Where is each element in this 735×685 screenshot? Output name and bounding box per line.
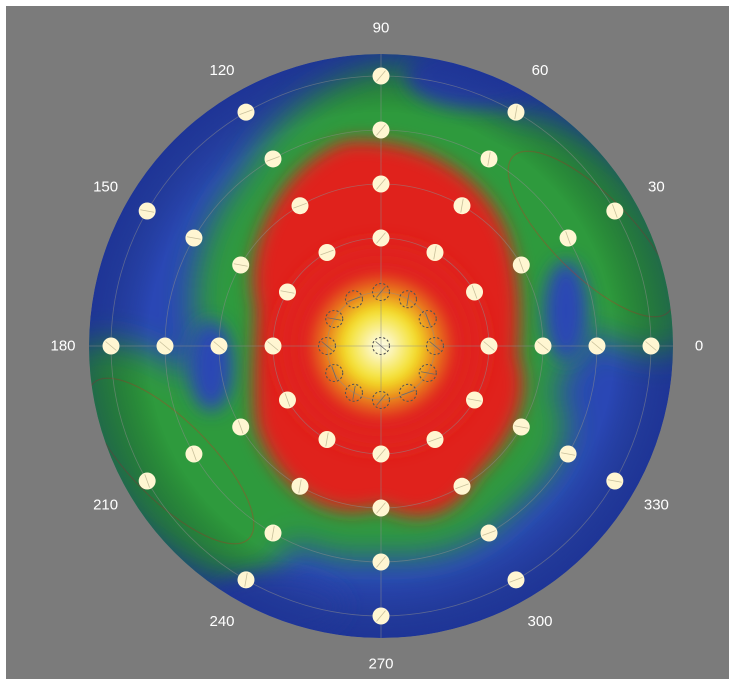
measurement-point	[232, 256, 250, 274]
angle-tick-label-30: 30	[648, 179, 665, 196]
angle-tick-label-90: 90	[373, 20, 390, 37]
measurement-point	[318, 243, 336, 261]
measurement-point	[372, 553, 390, 571]
measurement-point	[371, 336, 391, 356]
measurement-point	[466, 283, 484, 301]
measurement-point	[264, 150, 282, 168]
measurement-point	[480, 337, 498, 355]
measurement-point	[606, 202, 624, 220]
measurement-point	[237, 103, 255, 121]
measurement-point	[588, 337, 606, 355]
angle-tick-label-270: 270	[368, 656, 393, 673]
measurement-point	[344, 290, 364, 309]
measurement-point	[453, 197, 471, 215]
measurement-point	[264, 524, 282, 542]
angle-tick-labels: 0 30 60 90 120 150 180 210 240 270 300 330	[50, 20, 703, 673]
measurement-point	[371, 282, 391, 302]
measurement-point	[426, 431, 444, 449]
angle-tick-label-180: 180	[50, 338, 75, 355]
measurement-point	[371, 390, 391, 410]
measurement-point	[372, 499, 390, 517]
measurement-point	[642, 337, 660, 355]
measurement-point	[185, 229, 203, 247]
measurement-point	[232, 418, 250, 436]
measurement-point	[344, 383, 364, 402]
measurement-point	[606, 472, 624, 490]
measurement-point	[372, 67, 390, 85]
measurement-point	[480, 150, 498, 168]
measurement-point	[372, 175, 390, 193]
measurement-point	[291, 197, 309, 215]
measurement-point	[512, 256, 530, 274]
angle-tick-label-240: 240	[209, 613, 234, 630]
polar-heatmap-chart: 0 30 60 90 120 150 180 210 240 270 300 330	[50, 20, 703, 673]
measurement-point	[534, 337, 552, 355]
measurement-point	[425, 336, 445, 356]
measurement-point	[291, 477, 309, 495]
measurement-point	[398, 383, 418, 402]
measurement-point	[138, 202, 156, 220]
measurement-point	[398, 290, 418, 309]
measurement-points	[102, 67, 660, 625]
angle-tick-label-150: 150	[93, 179, 118, 196]
measurement-point	[210, 337, 228, 355]
measurement-point	[418, 363, 437, 383]
measurement-point	[325, 309, 344, 329]
angle-tick-label-120: 120	[209, 62, 234, 79]
measurement-point	[453, 477, 471, 495]
measurement-point	[372, 607, 390, 625]
measurement-point	[237, 571, 255, 589]
measurement-point	[480, 524, 498, 542]
measurement-point	[512, 418, 530, 436]
angle-tick-label-300: 300	[527, 613, 552, 630]
measurement-point	[559, 445, 577, 463]
measurement-point	[185, 445, 203, 463]
angle-tick-label-330: 330	[644, 497, 669, 514]
measurement-point	[325, 363, 344, 383]
measurement-point	[156, 337, 174, 355]
measurement-point	[559, 229, 577, 247]
measurement-point	[318, 431, 336, 449]
measurement-point	[426, 243, 444, 261]
measurement-point	[278, 283, 296, 301]
measurement-point	[317, 336, 337, 356]
measurement-point	[507, 103, 525, 121]
figure-background: 0 30 60 90 120 150 180 210 240 270 300 330	[6, 6, 729, 679]
angle-tick-label-0: 0	[695, 338, 703, 355]
measurement-point	[264, 337, 282, 355]
measurement-point	[418, 309, 437, 329]
measurement-point	[138, 472, 156, 490]
measurement-point	[372, 121, 390, 139]
measurement-point	[372, 229, 390, 247]
measurement-point	[278, 391, 296, 409]
measurement-point	[372, 445, 390, 463]
angle-tick-label-60: 60	[532, 62, 549, 79]
measurement-point	[507, 571, 525, 589]
angle-tick-label-210: 210	[93, 497, 118, 514]
measurement-point	[102, 337, 120, 355]
measurement-point	[466, 391, 484, 409]
